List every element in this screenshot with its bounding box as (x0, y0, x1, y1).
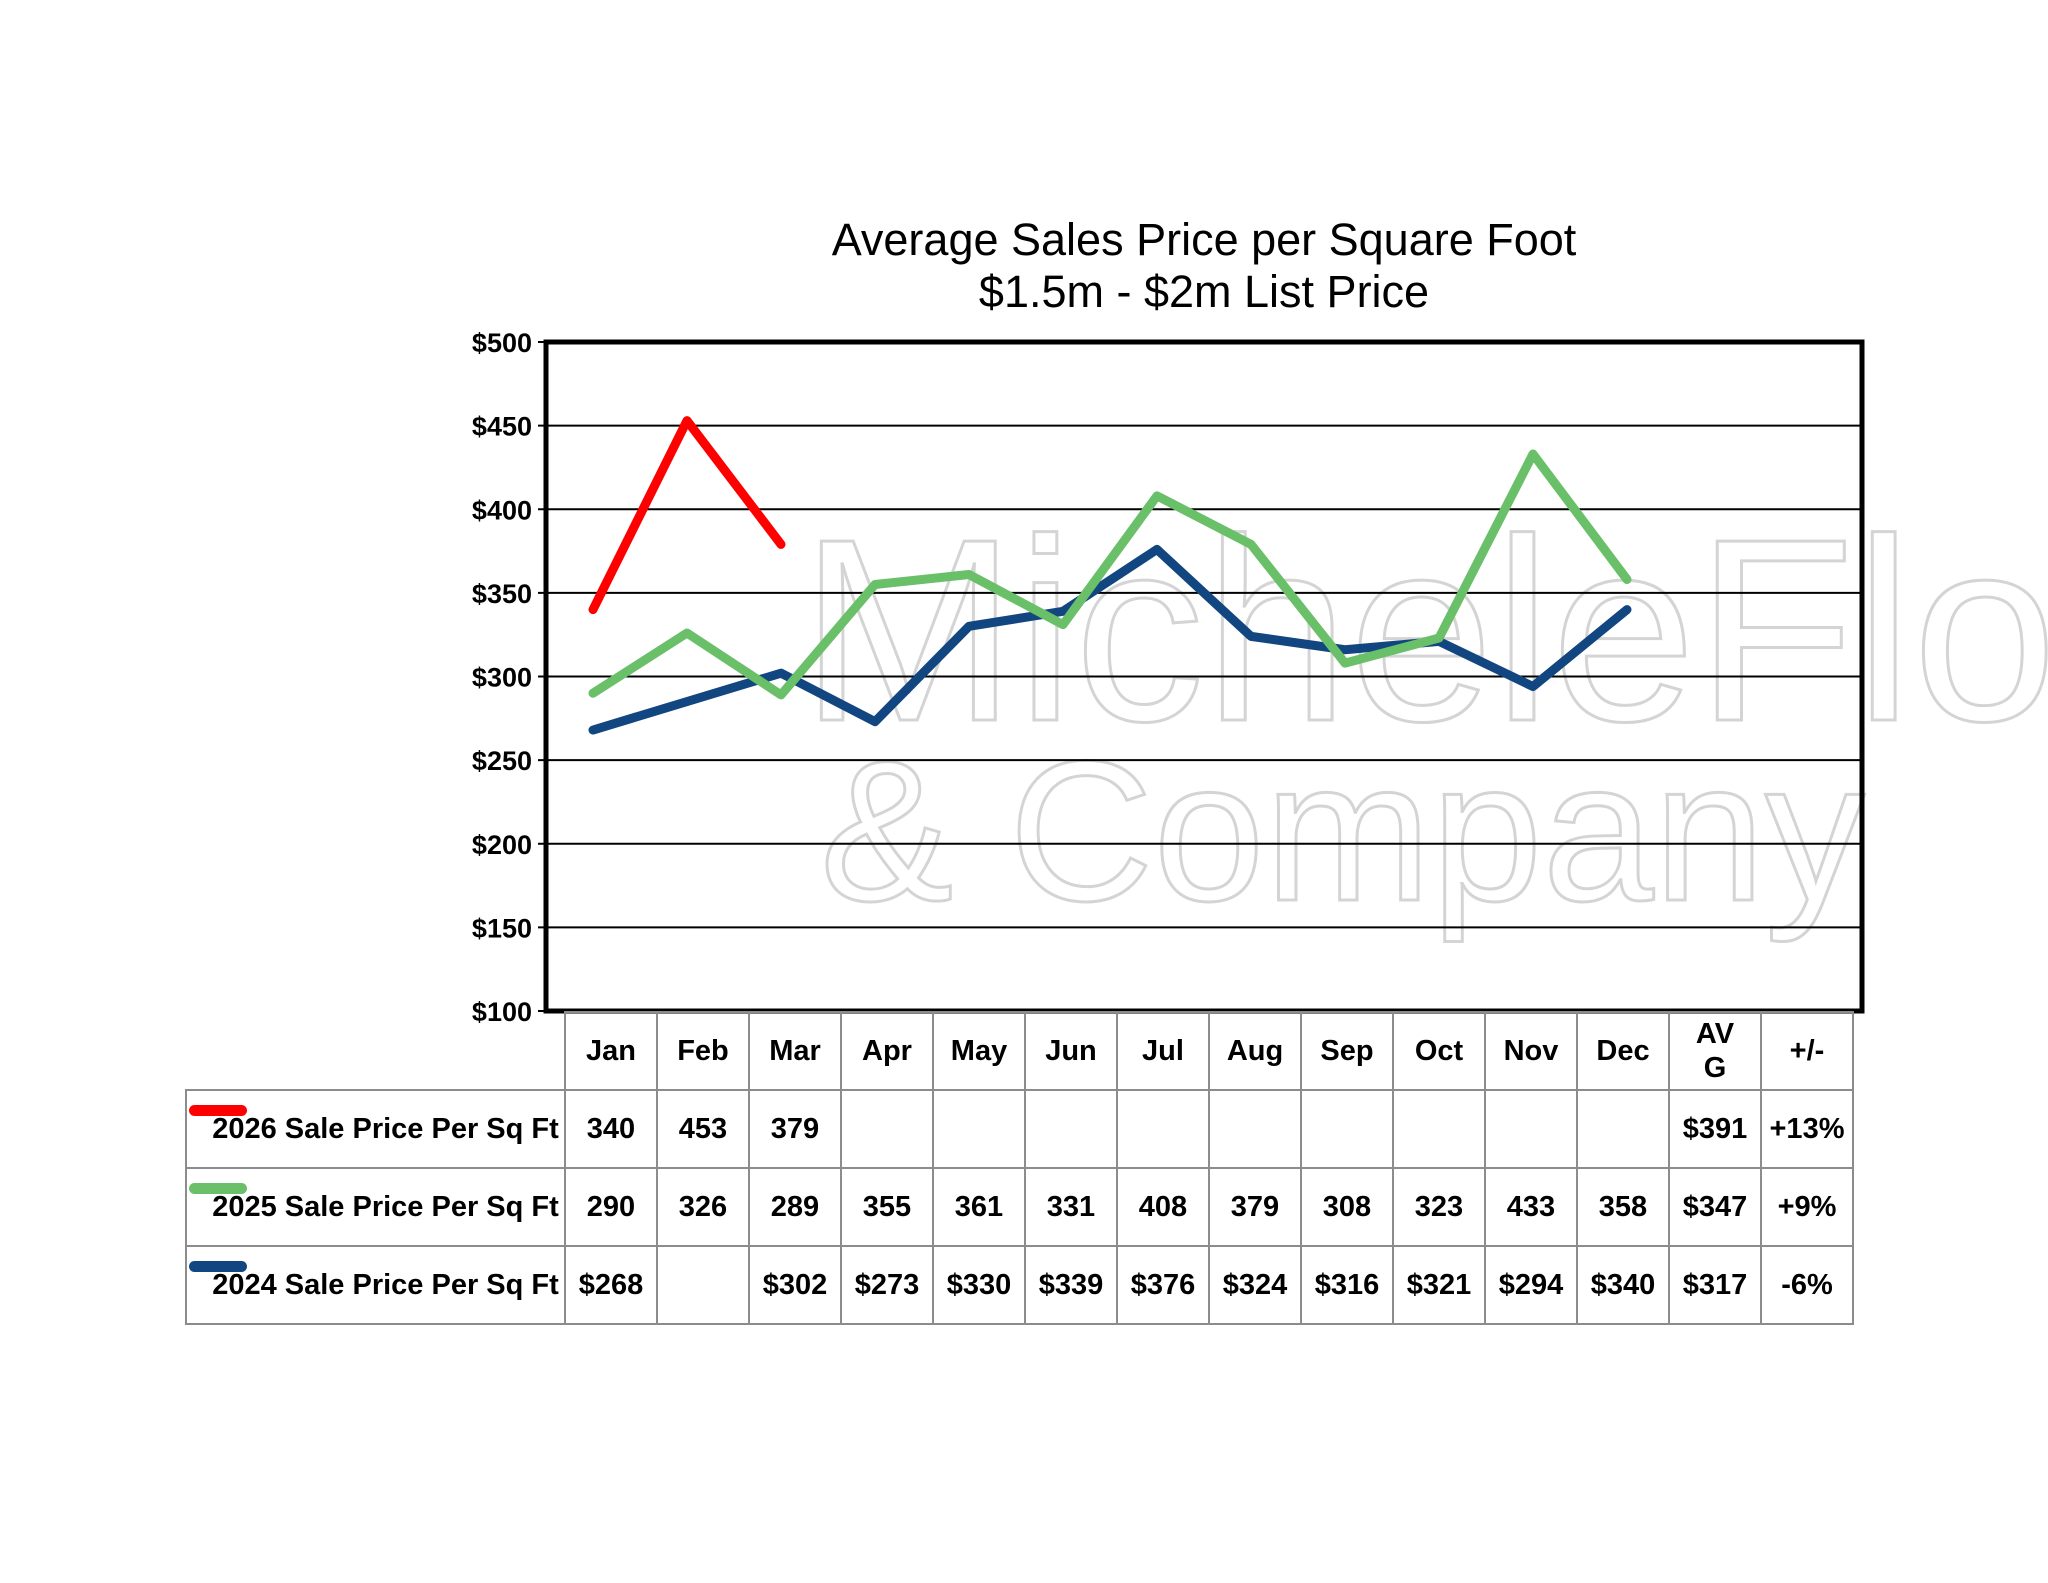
value-cell: 331 (1024, 1167, 1118, 1247)
value-cell: $316 (1300, 1245, 1394, 1325)
column-header: Jan (564, 1011, 658, 1091)
value-cell (932, 1089, 1026, 1169)
y-tick-label: $200 (472, 830, 532, 860)
header-row: Jan Feb Mar Apr May Jun Jul Aug Sep Oct Nov Dec AV G +… (186, 1011, 1854, 1091)
value-cell (1576, 1089, 1670, 1169)
value-cell: $339 (1024, 1245, 1118, 1325)
value-cell: 326 (656, 1167, 750, 1247)
legend-swatch (189, 1105, 247, 1116)
value-cell: 379 (748, 1089, 842, 1169)
chart-subtitle: $1.5m - $2m List Price (978, 266, 1430, 317)
column-header: Aug (1208, 1011, 1302, 1091)
column-header: Jul (1116, 1011, 1210, 1091)
column-header: Jun (1024, 1011, 1118, 1091)
y-tick-label: $500 (472, 328, 532, 358)
value-cell: +9% (1760, 1167, 1854, 1247)
value-cell: 408 (1116, 1167, 1210, 1247)
column-header: May (932, 1011, 1026, 1091)
legend-label: 2026 Sale Price Per Sq Ft (185, 1089, 566, 1169)
series-line (588, 449, 1632, 700)
series-line (588, 416, 786, 615)
value-cell (1208, 1089, 1302, 1169)
value-cell: $347 (1668, 1167, 1762, 1247)
legend-swatch (189, 1183, 247, 1194)
y-tick-label: $350 (472, 579, 532, 609)
column-header: Oct (1392, 1011, 1486, 1091)
table-row: 2024 Sale Price Per Sq Ft $268 $302 $273 $33… (185, 1245, 1854, 1325)
value-cell: $294 (1484, 1245, 1578, 1325)
plot-border (543, 339, 1865, 1014)
watermark-logo: MicheleFlory & Company (799, 485, 2048, 945)
value-cell: 290 (564, 1167, 658, 1247)
value-cell: -6% (1760, 1245, 1854, 1325)
value-cell: 361 (932, 1167, 1026, 1247)
value-cell: $391 (1668, 1089, 1762, 1169)
column-header: Dec (1576, 1011, 1670, 1091)
y-tick-label: $450 (472, 412, 532, 442)
table-row: 2026 Sale Price Per Sq Ft 340 453 379 $391 +1… (185, 1089, 1854, 1169)
y-tick-label: $400 (472, 495, 532, 525)
value-cell (1024, 1089, 1118, 1169)
table-row: 2025 Sale Price Per Sq Ft 290 326 289 355 361… (185, 1167, 1854, 1247)
value-cell: 379 (1208, 1167, 1302, 1247)
value-cell: 433 (1484, 1167, 1578, 1247)
value-cell: 453 (656, 1089, 750, 1169)
data-table: Jan Feb Mar Apr May Jun Jul Aug Sep Oct Nov Dec AV G +… (185, 1011, 1854, 1325)
value-cell: $324 (1208, 1245, 1302, 1325)
legend-swatch (189, 1261, 247, 1272)
watermark-text-1: MicheleFlory (800, 486, 2048, 777)
value-cell: 323 (1392, 1167, 1486, 1247)
legend-label: 2025 Sale Price Per Sq Ft (185, 1167, 566, 1247)
value-cell: 289 (748, 1167, 842, 1247)
value-cell: $317 (1668, 1245, 1762, 1325)
value-cell (1484, 1089, 1578, 1169)
value-cell: $268 (564, 1245, 658, 1325)
column-header: +/- (1760, 1011, 1854, 1091)
value-cell: 308 (1300, 1167, 1394, 1247)
column-header: Apr (840, 1011, 934, 1091)
chart-title: Average Sales Price per Square Foot (831, 214, 1577, 265)
value-cell: $273 (840, 1245, 934, 1325)
value-cell (1300, 1089, 1394, 1169)
column-header: AV G (1668, 1011, 1762, 1091)
column-header: Nov (1484, 1011, 1578, 1091)
value-cell (840, 1089, 934, 1169)
value-cell: $340 (1576, 1245, 1670, 1325)
value-cell: 355 (840, 1167, 934, 1247)
y-tick-label: $250 (472, 746, 532, 776)
value-cell: $302 (748, 1245, 842, 1325)
value-cell: $376 (1116, 1245, 1210, 1325)
watermark-text-2: & Company (820, 720, 1865, 943)
y-tick-label: $300 (472, 663, 532, 693)
value-cell (1116, 1089, 1210, 1169)
value-cell: 358 (1576, 1167, 1670, 1247)
corner-cell (186, 1012, 566, 1090)
legend-label: 2024 Sale Price Per Sq Ft (185, 1245, 566, 1325)
value-cell: 340 (564, 1089, 658, 1169)
column-header: Sep (1300, 1011, 1394, 1091)
value-cell (656, 1245, 750, 1325)
value-cell: $330 (932, 1245, 1026, 1325)
column-header: Feb (656, 1011, 750, 1091)
value-cell: +13% (1760, 1089, 1854, 1169)
value-cell: $321 (1392, 1245, 1486, 1325)
column-header: Mar (748, 1011, 842, 1091)
y-tick-label: $150 (472, 913, 532, 943)
value-cell (1392, 1089, 1486, 1169)
